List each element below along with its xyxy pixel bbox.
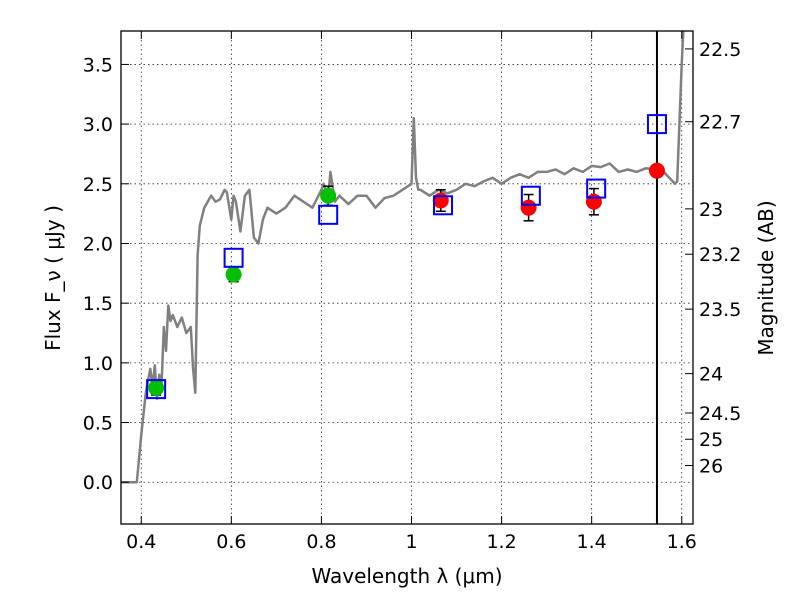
y-tick-label: 3.0 [83,114,113,136]
plot-frame [120,30,694,525]
observed-point [648,162,665,179]
model-square [433,195,454,216]
observed-point [225,266,242,283]
right-tick-label: 22.5 [699,39,741,61]
right-tick-label: 26 [699,456,723,478]
model-square [520,185,541,206]
model-square [586,178,607,199]
grid [121,31,693,524]
y-tick-label: 0.0 [83,472,113,494]
plot-background [121,31,693,524]
y-tick-label: 1.0 [83,353,113,375]
data-layer [121,31,685,524]
right-tick-label: 25 [699,429,723,451]
model-square [223,247,244,268]
x-tick-label: 1 [405,531,417,553]
right-tick-label: 24.5 [699,403,741,425]
right-tick-label: 23.5 [699,299,741,321]
model-square [318,204,339,225]
y-tick-label: 2.5 [83,174,113,196]
y-axis-label: Flux F_ν ( μJy ) [41,205,65,351]
y-tick-label: 0.5 [83,413,113,435]
x-tick-label: 0.8 [306,531,336,553]
y-tick-label: 1.5 [83,293,113,315]
model-square [146,379,167,400]
observed-point [585,193,602,210]
x-tick-label: 0.6 [216,531,246,553]
right-tick-label: 23 [699,199,723,221]
ticks: 0.4 0.6 0.8 1 1.2 1.4 1.6 0.0 0.5 1.0 1.5 2.0 2.5 3.0… [83,31,741,553]
right-tick-label: 23.2 [699,244,741,266]
x-tick-label: 1.2 [486,531,516,553]
right-axis-label: Magnitude (AB) [754,200,778,355]
spectrum-line [121,31,685,484]
x-axis-label: Wavelength λ (μm) [311,564,502,588]
model-square [646,114,667,135]
right-tick-label: 24 [699,364,723,386]
observed-point [148,379,165,396]
observed-point [520,199,537,216]
x-tick-label: 1.6 [667,531,697,553]
y-tick-label: 3.5 [83,54,113,76]
y-tick-label: 2.0 [83,233,113,255]
observed-point [320,187,337,204]
x-tick-label: 1.4 [577,531,607,553]
right-tick-label: 22.7 [699,112,741,134]
observed-point [432,192,449,209]
x-tick-label: 0.4 [126,531,156,553]
